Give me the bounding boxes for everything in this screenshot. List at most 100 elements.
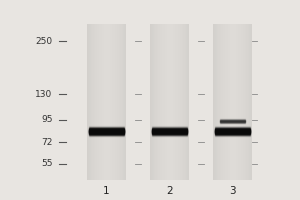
- Bar: [237, 24, 238, 180]
- Bar: [161, 24, 162, 180]
- Bar: [121, 24, 122, 180]
- Bar: [113, 24, 114, 180]
- Bar: [214, 24, 215, 180]
- Bar: [110, 24, 111, 180]
- Bar: [154, 24, 155, 180]
- Bar: [233, 24, 235, 180]
- Bar: [157, 24, 158, 180]
- Bar: [159, 24, 160, 180]
- Bar: [94, 24, 95, 180]
- Bar: [100, 24, 101, 180]
- Bar: [241, 24, 242, 180]
- Bar: [171, 24, 172, 180]
- Bar: [123, 24, 124, 180]
- Bar: [184, 24, 185, 180]
- Bar: [89, 24, 90, 180]
- Bar: [173, 24, 174, 180]
- Bar: [182, 24, 183, 180]
- Bar: [246, 24, 247, 180]
- Bar: [95, 24, 96, 180]
- Bar: [174, 24, 175, 180]
- Bar: [225, 24, 226, 180]
- Bar: [172, 24, 173, 180]
- Bar: [158, 24, 159, 180]
- Bar: [219, 24, 220, 180]
- Bar: [232, 24, 233, 180]
- Bar: [175, 24, 176, 180]
- Bar: [177, 24, 178, 180]
- Bar: [93, 24, 94, 180]
- Text: 250: 250: [35, 37, 52, 46]
- Bar: [248, 24, 249, 180]
- Bar: [239, 24, 240, 180]
- Bar: [221, 24, 222, 180]
- Bar: [98, 24, 99, 180]
- Bar: [92, 24, 93, 180]
- Bar: [101, 24, 102, 180]
- Bar: [97, 24, 98, 180]
- Bar: [251, 24, 252, 180]
- Bar: [99, 24, 100, 180]
- Bar: [213, 24, 214, 180]
- Bar: [227, 24, 228, 180]
- Bar: [87, 24, 126, 180]
- Bar: [229, 24, 230, 180]
- Bar: [170, 24, 171, 180]
- Bar: [96, 24, 97, 180]
- Bar: [120, 24, 121, 180]
- Bar: [163, 24, 164, 180]
- Bar: [151, 24, 152, 180]
- Bar: [164, 24, 165, 180]
- Bar: [114, 24, 115, 180]
- Bar: [222, 24, 223, 180]
- Bar: [169, 24, 170, 180]
- Text: 95: 95: [41, 115, 52, 124]
- Bar: [150, 24, 189, 180]
- Bar: [215, 24, 216, 180]
- Bar: [118, 24, 119, 180]
- Bar: [155, 24, 156, 180]
- Bar: [244, 24, 245, 180]
- Bar: [124, 24, 125, 180]
- Bar: [178, 24, 179, 180]
- Bar: [242, 24, 243, 180]
- Bar: [156, 24, 157, 180]
- Bar: [122, 24, 123, 180]
- Bar: [240, 24, 241, 180]
- Text: 2: 2: [166, 186, 173, 196]
- Bar: [217, 24, 218, 180]
- Bar: [103, 24, 105, 180]
- Bar: [162, 24, 163, 180]
- Bar: [165, 24, 166, 180]
- Bar: [224, 24, 225, 180]
- Bar: [230, 24, 232, 180]
- Bar: [87, 24, 88, 180]
- Bar: [188, 24, 189, 180]
- Bar: [168, 24, 169, 180]
- Bar: [228, 24, 229, 180]
- Bar: [115, 24, 116, 180]
- Bar: [111, 24, 112, 180]
- Bar: [245, 24, 246, 180]
- Text: 3: 3: [229, 186, 236, 196]
- Bar: [187, 24, 188, 180]
- Bar: [179, 24, 180, 180]
- Bar: [236, 24, 237, 180]
- Bar: [243, 24, 244, 180]
- Bar: [102, 24, 103, 180]
- Bar: [160, 24, 161, 180]
- Bar: [180, 24, 181, 180]
- Bar: [235, 24, 236, 180]
- Bar: [181, 24, 182, 180]
- Bar: [106, 24, 107, 180]
- Bar: [112, 24, 113, 180]
- Bar: [183, 24, 184, 180]
- Text: 55: 55: [41, 159, 52, 168]
- Bar: [169, 24, 170, 180]
- Bar: [90, 24, 91, 180]
- Bar: [185, 24, 186, 180]
- Bar: [250, 24, 251, 180]
- Bar: [226, 24, 227, 180]
- Bar: [105, 24, 106, 180]
- Bar: [238, 24, 239, 180]
